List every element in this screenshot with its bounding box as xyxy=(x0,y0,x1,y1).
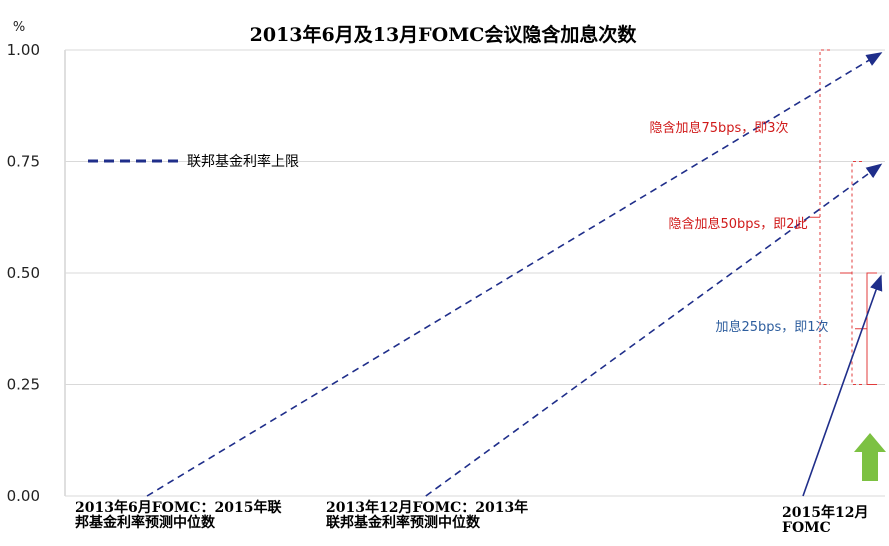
y-tick-label: 1.00 xyxy=(7,41,40,59)
series-line-1 xyxy=(146,52,883,497)
y-axis-unit: % xyxy=(13,20,25,35)
series-line-2 xyxy=(425,163,883,497)
x-annotation-label: 2015年12月 xyxy=(782,504,868,521)
y-tick-label: 0.75 xyxy=(7,153,40,171)
annotation-label: 隐含加息50bps，即2此 xyxy=(668,216,807,232)
y-tick-label: 0.00 xyxy=(7,487,40,505)
bracket xyxy=(819,49,830,385)
annotation-label: 隐含加息75bps，即3次 xyxy=(649,120,788,136)
chart-title: 2013年6月及13月FOMC会议隐含加息次数 xyxy=(250,23,638,46)
legend-label: 联邦基金利率上限 xyxy=(187,153,299,170)
green-up-arrow-icon xyxy=(854,433,886,481)
x-annotation-label: 邦基金利率预测中位数 xyxy=(75,514,216,531)
x-annotation-label: 2013年12月FOMC：2013年 xyxy=(326,499,528,516)
x-annotation-label: FOMC xyxy=(782,520,831,536)
y-tick-label: 0.25 xyxy=(7,376,40,394)
y-tick-label: 0.50 xyxy=(7,264,40,282)
x-annotation-label: 联邦基金利率预测中位数 xyxy=(326,514,481,531)
series-line-3 xyxy=(802,274,883,497)
x-annotation-label: 2013年6月FOMC：2015年联 xyxy=(75,499,282,516)
annotation-label: 加息25bps，即1次 xyxy=(715,319,828,335)
